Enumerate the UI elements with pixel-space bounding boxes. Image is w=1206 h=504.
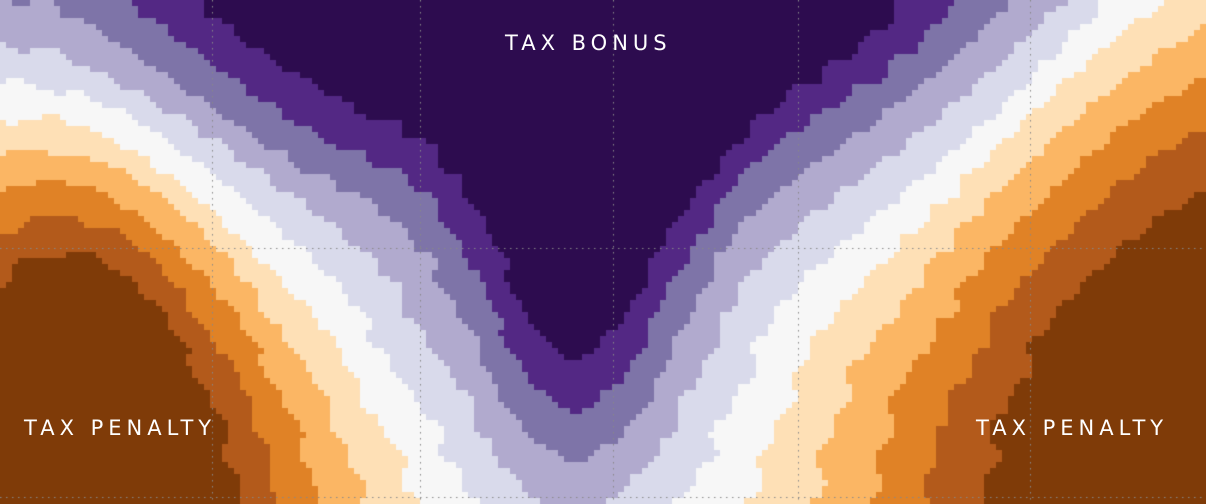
tax-bonus-label: TAX BONUS — [505, 31, 672, 55]
tax-penalty-left-label: TAX PENALTY — [24, 416, 217, 440]
tax-penalty-right-label: TAX PENALTY — [976, 416, 1169, 440]
